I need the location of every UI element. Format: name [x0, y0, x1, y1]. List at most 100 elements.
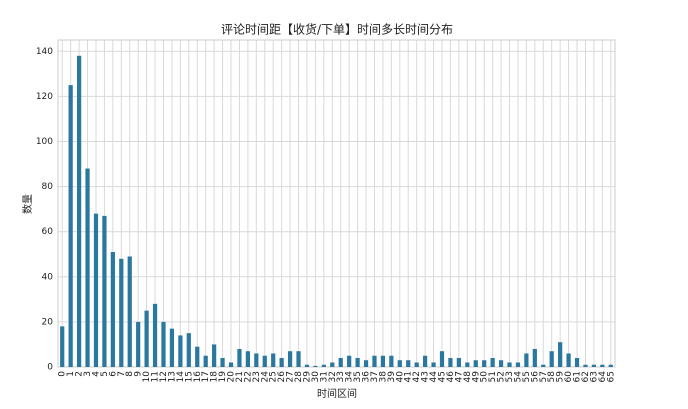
bar	[228, 362, 234, 367]
bar	[296, 351, 301, 367]
bar	[102, 215, 107, 367]
bar	[161, 321, 166, 367]
bar	[287, 351, 293, 367]
x-tick-label: 49	[471, 371, 481, 383]
bar	[245, 351, 250, 367]
y-tick-label: 40	[42, 272, 54, 282]
bar	[414, 362, 419, 367]
x-tick-label: 19	[218, 371, 228, 383]
x-tick-label: 7	[117, 371, 127, 377]
x-axis-label: 时间区间	[317, 387, 357, 400]
bar	[68, 85, 73, 367]
bar	[532, 348, 537, 367]
x-tick-label: 16	[193, 371, 203, 383]
x-tick-label: 11	[151, 371, 161, 382]
x-tick-label: 46	[446, 371, 456, 383]
bar	[347, 355, 352, 367]
x-tick-label: 6	[108, 371, 118, 377]
y-tick-label: 20	[42, 317, 54, 327]
x-tick-label: 10	[142, 371, 152, 383]
x-tick-label: 31	[319, 371, 329, 382]
bar	[482, 360, 487, 367]
bar	[456, 357, 461, 367]
y-tick-label: 100	[36, 137, 53, 147]
chart-title: 评论时间距【收货/下单】时间多长时间分布	[221, 22, 453, 37]
bar	[330, 362, 335, 367]
y-tick-label: 0	[47, 363, 53, 373]
x-tick-label: 52	[497, 371, 507, 382]
x-tick-label: 3	[83, 371, 93, 377]
x-tick-label: 26	[277, 371, 287, 383]
x-tick-label: 29	[302, 371, 312, 383]
bar	[271, 353, 276, 367]
y-axis-label: 数量	[21, 194, 34, 214]
bar	[178, 335, 183, 367]
bar	[465, 362, 470, 367]
y-tick-label: 120	[36, 92, 53, 102]
y-tick-label: 80	[42, 182, 54, 192]
x-tick-label: 57	[539, 371, 549, 382]
bar	[355, 357, 360, 367]
bar	[574, 357, 580, 367]
x-tick-label: 61	[573, 371, 583, 382]
x-tick-label: 43	[421, 371, 431, 382]
bar	[186, 333, 191, 367]
bar	[203, 355, 208, 367]
bar	[372, 355, 377, 367]
x-tick-label: 23	[252, 371, 262, 382]
x-tick-label: 30	[311, 371, 321, 383]
bar	[507, 362, 512, 367]
x-tick-label: 2	[75, 371, 85, 377]
bar	[127, 256, 132, 367]
bar	[363, 360, 369, 367]
x-tick-label: 4	[91, 371, 101, 377]
bar	[76, 55, 82, 368]
bar	[541, 364, 546, 367]
x-tick-label: 33	[336, 371, 346, 382]
bar	[431, 362, 436, 367]
y-tick-label: 60	[42, 227, 54, 237]
bar	[60, 326, 65, 367]
x-tick-label: 8	[125, 371, 135, 377]
bar	[119, 258, 124, 367]
x-tick-label: 41	[404, 371, 414, 382]
x-tick-label: 18	[210, 371, 220, 383]
x-tick-label: 20	[227, 371, 237, 383]
x-tick-label: 50	[480, 371, 490, 383]
bar	[110, 251, 115, 367]
x-tick-label: 44	[429, 371, 439, 383]
bar	[304, 364, 310, 367]
x-tick-label: 65	[606, 371, 616, 382]
x-tick-label: 60	[564, 371, 574, 383]
x-tick-label: 64	[598, 371, 608, 383]
bar	[152, 303, 158, 367]
x-tick-label: 15	[184, 371, 194, 382]
bar	[220, 357, 225, 367]
x-tick-label: 51	[488, 371, 498, 382]
x-tick-label: 0	[58, 371, 68, 377]
bar	[195, 346, 200, 367]
x-tick-label: 40	[395, 371, 405, 383]
x-tick-label: 63	[589, 371, 599, 382]
bar	[380, 355, 386, 367]
bar	[473, 360, 478, 367]
x-tick-label: 55	[522, 371, 532, 382]
x-tick-label: 14	[176, 371, 186, 383]
x-tick-label: 48	[463, 371, 473, 383]
bar	[93, 213, 99, 367]
bar	[212, 344, 217, 367]
x-tick-label: 17	[201, 371, 211, 382]
bar	[498, 360, 504, 367]
plot-frame	[57, 39, 616, 368]
bar	[406, 360, 411, 367]
x-tick-label: 5	[100, 371, 110, 377]
bar	[439, 351, 445, 367]
bar	[515, 362, 521, 367]
bar	[254, 353, 259, 367]
x-tick-label: 58	[547, 371, 557, 383]
x-tick-label: 1	[66, 371, 76, 377]
bar	[490, 357, 495, 367]
x-tick-label: 38	[378, 371, 388, 383]
x-tick-label: 34	[345, 371, 355, 383]
